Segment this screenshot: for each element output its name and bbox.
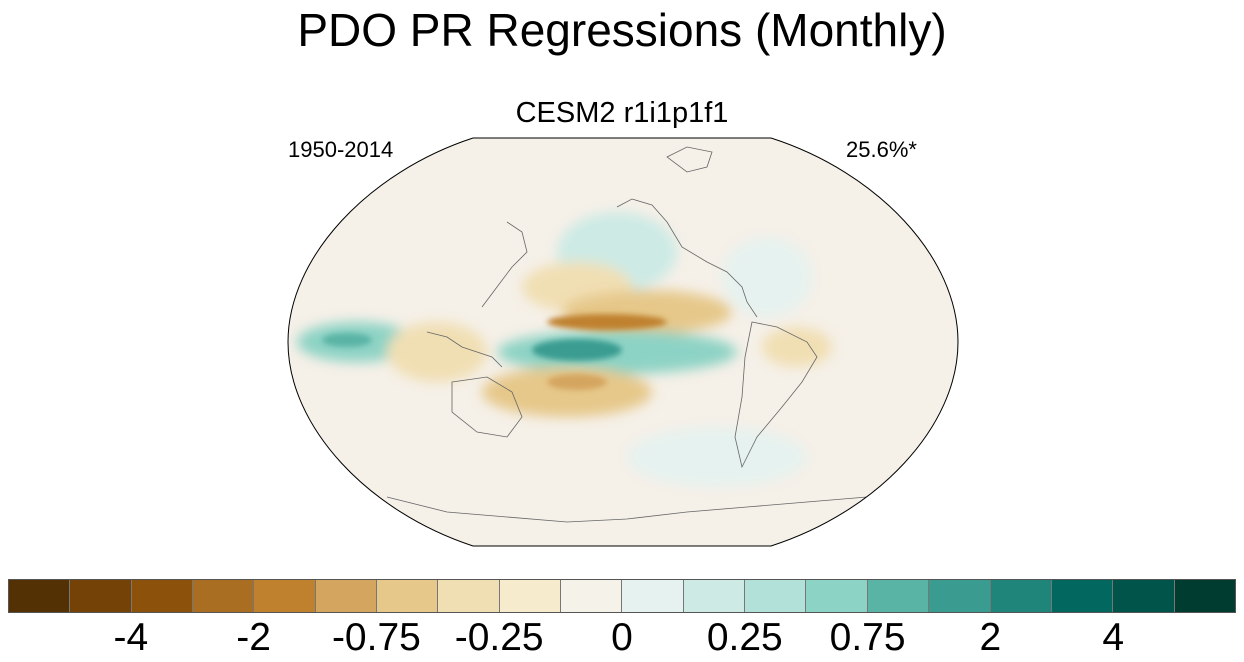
colorbar bbox=[8, 579, 1236, 613]
colorbar-box-18 bbox=[1113, 580, 1175, 612]
panel-title: CESM2 r1i1p1f1 bbox=[515, 97, 729, 129]
coastline-east-asia bbox=[481, 221, 528, 308]
colorbar-box-2 bbox=[131, 580, 194, 612]
period-label: 1950-2014 bbox=[288, 137, 394, 162]
colorbar-box-3 bbox=[193, 580, 255, 612]
coastline-antarctica bbox=[386, 496, 868, 523]
colorbar-box-4 bbox=[254, 580, 316, 612]
colorbar-box-6 bbox=[377, 580, 439, 612]
colorbar-tick-label: 0 bbox=[611, 616, 633, 659]
coastline-australia bbox=[451, 376, 523, 438]
colorbar-box-1 bbox=[70, 580, 132, 612]
colorbar-tick-label: -4 bbox=[113, 616, 149, 659]
colorbar-box-5 bbox=[315, 580, 378, 612]
map-outline bbox=[287, 137, 959, 547]
colorbar-box-15 bbox=[929, 580, 991, 612]
regression-map bbox=[287, 137, 959, 547]
colorbar-tick-label: 0.75 bbox=[829, 616, 906, 659]
colorbar-box-9 bbox=[561, 580, 623, 612]
colorbar-box-13 bbox=[806, 580, 868, 612]
dry-anomaly-maritime-continent bbox=[387, 322, 487, 382]
coastline-greenland bbox=[666, 146, 713, 173]
map-field bbox=[288, 138, 958, 546]
colorbar-tick-label: -0.25 bbox=[454, 616, 544, 659]
colorbar-box-12 bbox=[745, 580, 807, 612]
colorbar-box-16 bbox=[990, 580, 1052, 612]
wet-anomaly-north-atlantic bbox=[722, 237, 812, 317]
dry-core-south-pacific bbox=[547, 374, 607, 390]
wet-core-indian-ocean bbox=[322, 333, 372, 347]
colorbar-box-17 bbox=[1051, 580, 1114, 612]
colorbar-box-10 bbox=[622, 580, 684, 612]
colorbar-box-8 bbox=[499, 580, 562, 612]
coastline-north-america bbox=[616, 198, 758, 318]
colorbar-tick-label: 4 bbox=[1102, 616, 1125, 659]
coastline-maritime-continent bbox=[426, 331, 503, 368]
wet-anomaly-southern-ocean bbox=[627, 427, 807, 487]
colorbar-tick-label: 0.25 bbox=[706, 616, 783, 659]
coastline-south-america bbox=[734, 321, 818, 469]
coastlines bbox=[386, 146, 868, 523]
wet-core-equatorial-pacific bbox=[532, 339, 622, 361]
colorbar-box-7 bbox=[438, 580, 500, 612]
colorbar-box-0 bbox=[9, 580, 71, 612]
colorbar-tick-label: -0.75 bbox=[331, 616, 421, 659]
colorbar-box-19 bbox=[1174, 580, 1235, 612]
dry-anomaly-south-pacific bbox=[482, 367, 652, 417]
dry-core-north-pacific bbox=[547, 314, 667, 330]
colorbar-tick-label: -2 bbox=[236, 616, 271, 659]
variance-explained-label: 25.6%* bbox=[846, 137, 917, 162]
dry-anomaly-south-america bbox=[762, 327, 832, 367]
colorbar-tick-label: 2 bbox=[979, 616, 1002, 659]
figure-title: PDO PR Regressions (Monthly) bbox=[297, 4, 947, 56]
colorbar-box-11 bbox=[683, 580, 746, 612]
colorbar-box-14 bbox=[867, 580, 930, 612]
